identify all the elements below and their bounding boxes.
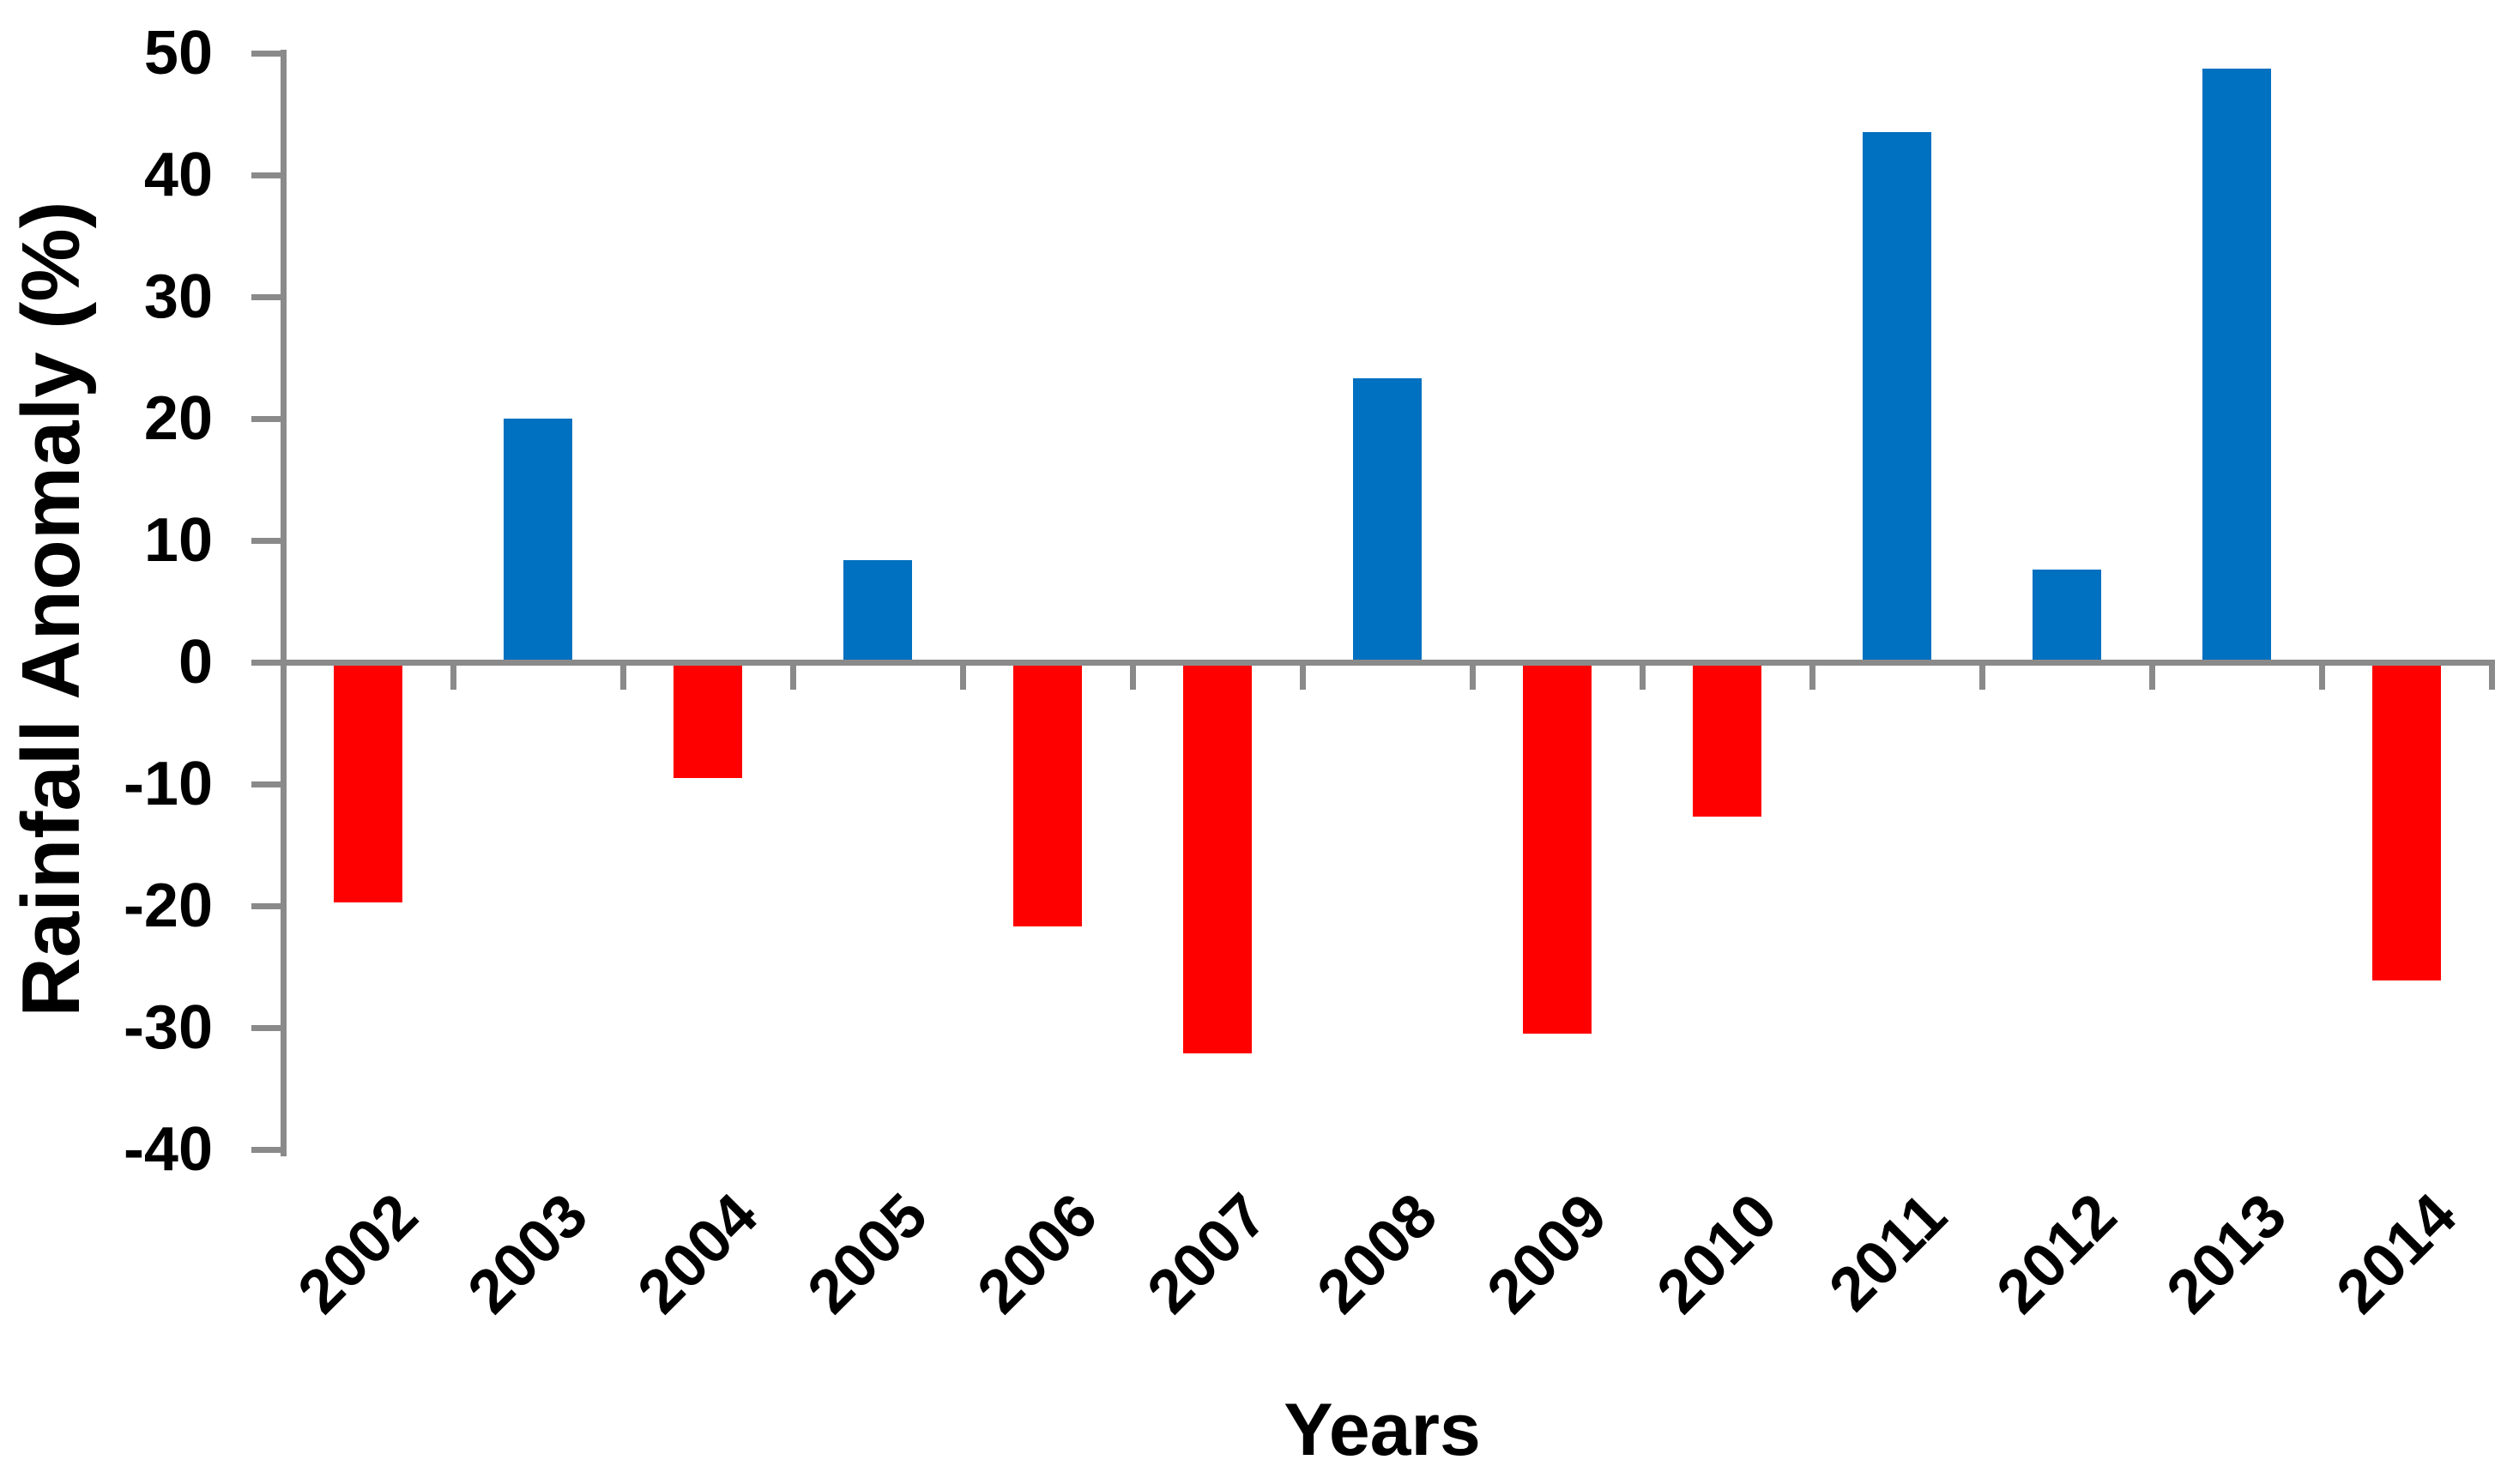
bar-2002: [334, 662, 402, 902]
x-tick-mark: [450, 665, 456, 690]
bar-2007: [1183, 662, 1252, 1053]
x-tick-mark: [2318, 665, 2325, 690]
x-tick-mark: [789, 665, 796, 690]
y-tick-label: -40: [123, 1115, 213, 1184]
bar-2014: [2372, 662, 2441, 980]
x-tick-label-2007: 2007: [1134, 1180, 1281, 1327]
y-tick-mark: [251, 902, 283, 909]
y-tick-label: -10: [123, 750, 213, 818]
x-tick-label-2013: 2013: [2154, 1180, 2300, 1327]
x-tick-mark: [1469, 665, 1476, 690]
y-tick-mark: [251, 172, 283, 178]
x-tick-mark: [1299, 665, 1306, 690]
bar-2008: [1353, 378, 1422, 662]
x-tick-label-2002: 2002: [285, 1180, 432, 1327]
x-tick-label-2012: 2012: [1984, 1180, 2130, 1327]
y-tick-label: 20: [143, 384, 213, 453]
y-tick-label: 50: [143, 19, 213, 87]
y-tick-mark: [251, 293, 283, 300]
x-tick-mark: [2148, 665, 2155, 690]
y-tick-mark: [251, 1024, 283, 1031]
x-tick-label-2006: 2006: [964, 1180, 1111, 1327]
x-tick-label-2014: 2014: [2323, 1180, 2470, 1327]
x-tick-label-2011: 2011: [1816, 1180, 1960, 1324]
y-tick-mark: [251, 1146, 283, 1153]
x-axis-line: [280, 659, 2495, 666]
y-tick-mark: [251, 415, 283, 422]
y-tick-label: 30: [143, 262, 213, 331]
y-tick-mark: [251, 537, 283, 544]
x-tick-mark: [959, 665, 966, 690]
bar-2013: [2202, 69, 2271, 662]
x-tick-mark: [1639, 665, 1646, 690]
y-tick-label: 0: [178, 628, 213, 697]
bar-2009: [1523, 662, 1592, 1034]
x-tick-label-2003: 2003: [455, 1180, 601, 1327]
y-tick-mark: [251, 50, 283, 57]
bar-2004: [674, 662, 742, 778]
x-tick-label-2005: 2005: [794, 1180, 941, 1327]
y-tick-label: 10: [143, 506, 213, 575]
x-tick-label-2004: 2004: [625, 1180, 771, 1327]
x-tick-mark: [1978, 665, 1985, 690]
x-tick-label-2008: 2008: [1304, 1180, 1451, 1327]
x-axis-title: Years: [1284, 1389, 1481, 1471]
y-tick-mark: [251, 659, 283, 666]
bar-2005: [843, 560, 912, 662]
y-tick-label: 40: [143, 141, 213, 209]
bar-2003: [504, 419, 572, 662]
x-tick-mark: [619, 665, 626, 690]
x-tick-label-2009: 2009: [1474, 1180, 1621, 1327]
x-tick-mark: [1809, 665, 1815, 690]
y-tick-label: -30: [123, 993, 213, 1062]
bar-2012: [2033, 570, 2101, 662]
y-axis-line: [280, 50, 287, 1156]
y-tick-label: -20: [123, 872, 213, 940]
bar-2011: [1863, 132, 1931, 662]
bar-2006: [1013, 662, 1082, 926]
x-tick-mark: [1129, 665, 1136, 690]
x-tick-label-2010: 2010: [1644, 1180, 1791, 1327]
bar-2010: [1693, 662, 1761, 817]
y-tick-mark: [251, 781, 283, 787]
x-tick-mark: [2488, 665, 2495, 690]
